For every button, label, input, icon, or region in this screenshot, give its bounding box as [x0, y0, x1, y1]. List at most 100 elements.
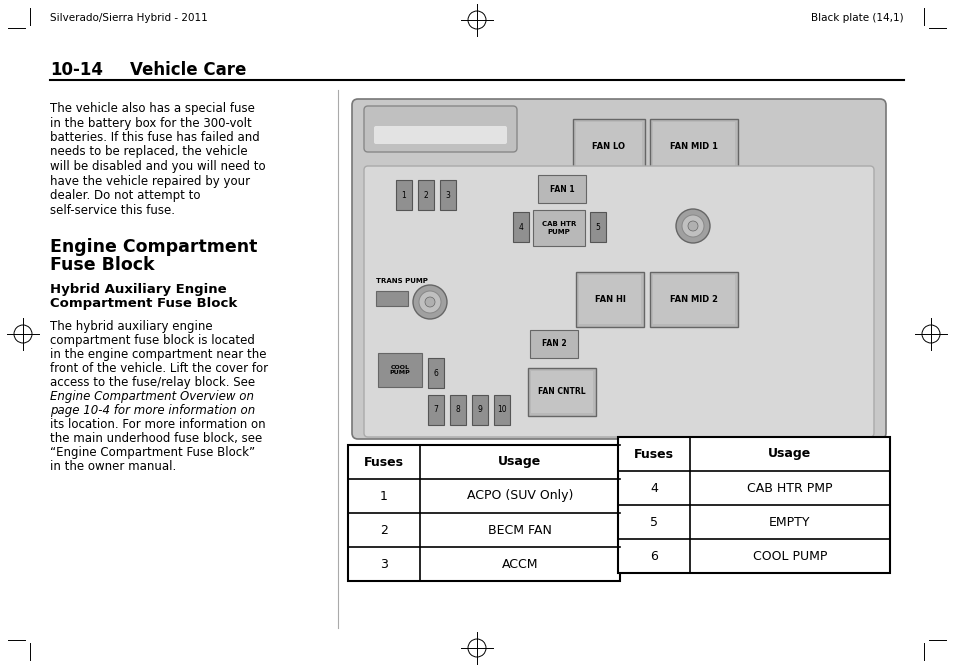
- Text: TRANS PUMP: TRANS PUMP: [375, 278, 428, 284]
- Text: page 10-4 for more information on: page 10-4 for more information on: [50, 404, 255, 417]
- Text: will be disabled and you will need to: will be disabled and you will need to: [50, 160, 265, 173]
- Text: FAN 2: FAN 2: [541, 339, 566, 349]
- Circle shape: [681, 215, 703, 237]
- Circle shape: [413, 285, 447, 319]
- Text: FAN HI: FAN HI: [594, 295, 625, 304]
- FancyBboxPatch shape: [576, 122, 641, 171]
- FancyBboxPatch shape: [527, 368, 596, 416]
- Text: Fuse Block: Fuse Block: [50, 256, 154, 274]
- Text: in the owner manual.: in the owner manual.: [50, 460, 176, 473]
- FancyBboxPatch shape: [530, 330, 578, 358]
- Text: 6: 6: [433, 369, 438, 377]
- Text: 3: 3: [445, 190, 450, 200]
- Text: needs to be replaced, the vehicle: needs to be replaced, the vehicle: [50, 146, 248, 158]
- FancyBboxPatch shape: [377, 353, 421, 387]
- Text: 2: 2: [423, 190, 428, 200]
- FancyBboxPatch shape: [450, 395, 465, 425]
- FancyBboxPatch shape: [364, 106, 517, 152]
- Text: 2: 2: [379, 524, 388, 536]
- Text: 5: 5: [649, 516, 658, 528]
- Text: 10-14: 10-14: [50, 61, 103, 79]
- Text: 3: 3: [379, 558, 388, 570]
- Text: Hybrid Auxiliary Engine: Hybrid Auxiliary Engine: [50, 283, 227, 296]
- Text: 6: 6: [649, 550, 658, 562]
- Text: compartment fuse block is located: compartment fuse block is located: [50, 334, 254, 347]
- Text: 4: 4: [518, 222, 523, 232]
- Text: COOL PUMP: COOL PUMP: [752, 550, 826, 562]
- Circle shape: [418, 291, 440, 313]
- FancyBboxPatch shape: [439, 180, 456, 210]
- Bar: [618, 437, 889, 573]
- FancyBboxPatch shape: [649, 272, 738, 327]
- FancyBboxPatch shape: [395, 180, 412, 210]
- FancyBboxPatch shape: [428, 358, 443, 388]
- Text: front of the vehicle. Lift the cover for: front of the vehicle. Lift the cover for: [50, 362, 268, 375]
- Text: 7: 7: [433, 405, 438, 415]
- FancyBboxPatch shape: [589, 212, 605, 242]
- Text: EMPTY: EMPTY: [768, 516, 810, 528]
- Text: 5: 5: [595, 222, 599, 232]
- Circle shape: [676, 209, 709, 243]
- FancyBboxPatch shape: [652, 122, 734, 171]
- Text: Compartment Fuse Block: Compartment Fuse Block: [50, 297, 237, 310]
- Text: FAN 1: FAN 1: [549, 184, 574, 194]
- Text: Usage: Usage: [497, 456, 541, 468]
- FancyBboxPatch shape: [576, 272, 643, 327]
- Text: Fuses: Fuses: [364, 456, 403, 468]
- Text: Engine Compartment: Engine Compartment: [50, 238, 257, 256]
- Text: Engine Compartment Overview on: Engine Compartment Overview on: [50, 390, 253, 403]
- Text: BECM FAN: BECM FAN: [488, 524, 552, 536]
- Text: access to the fuse/relay block. See: access to the fuse/relay block. See: [50, 376, 254, 389]
- FancyBboxPatch shape: [573, 119, 644, 174]
- Text: in the battery box for the 300-volt: in the battery box for the 300-volt: [50, 116, 252, 130]
- Text: batteries. If this fuse has failed and: batteries. If this fuse has failed and: [50, 131, 259, 144]
- Text: Vehicle Care: Vehicle Care: [130, 61, 246, 79]
- FancyBboxPatch shape: [472, 395, 488, 425]
- Text: Silverado/Sierra Hybrid - 2011: Silverado/Sierra Hybrid - 2011: [50, 13, 208, 23]
- FancyBboxPatch shape: [652, 275, 734, 324]
- FancyBboxPatch shape: [374, 126, 506, 144]
- Text: dealer. Do not attempt to: dealer. Do not attempt to: [50, 189, 200, 202]
- Text: 4: 4: [649, 482, 658, 494]
- Text: Usage: Usage: [767, 448, 811, 460]
- FancyBboxPatch shape: [531, 371, 593, 413]
- Text: its location. For more information on: its location. For more information on: [50, 418, 265, 431]
- Text: The hybrid auxiliary engine: The hybrid auxiliary engine: [50, 320, 213, 333]
- FancyBboxPatch shape: [375, 291, 408, 306]
- FancyBboxPatch shape: [494, 395, 510, 425]
- Text: FAN MID 1: FAN MID 1: [669, 142, 718, 151]
- FancyBboxPatch shape: [428, 395, 443, 425]
- Text: 10: 10: [497, 405, 506, 415]
- FancyBboxPatch shape: [364, 166, 873, 437]
- Text: COOL
PUMP: COOL PUMP: [389, 365, 410, 375]
- Text: in the engine compartment near the: in the engine compartment near the: [50, 348, 266, 361]
- Text: the main underhood fuse block, see: the main underhood fuse block, see: [50, 432, 262, 445]
- Text: FAN CNTRL: FAN CNTRL: [537, 387, 585, 397]
- Text: Black plate (14,1): Black plate (14,1): [810, 13, 903, 23]
- Text: The vehicle also has a special fuse: The vehicle also has a special fuse: [50, 102, 254, 115]
- Text: CAB HTR PMP: CAB HTR PMP: [746, 482, 832, 494]
- FancyBboxPatch shape: [513, 212, 529, 242]
- FancyBboxPatch shape: [352, 99, 885, 439]
- Circle shape: [424, 297, 435, 307]
- Text: 8: 8: [456, 405, 460, 415]
- FancyBboxPatch shape: [578, 275, 640, 324]
- FancyBboxPatch shape: [649, 119, 738, 174]
- FancyBboxPatch shape: [537, 175, 585, 203]
- Text: ACCM: ACCM: [501, 558, 537, 570]
- Text: Fuses: Fuses: [634, 448, 673, 460]
- Text: ACPO (SUV Only): ACPO (SUV Only): [466, 490, 573, 502]
- Text: FAN LO: FAN LO: [592, 142, 625, 151]
- Text: 9: 9: [477, 405, 482, 415]
- Text: 1: 1: [379, 490, 388, 502]
- Text: have the vehicle repaired by your: have the vehicle repaired by your: [50, 174, 250, 188]
- Circle shape: [687, 221, 698, 231]
- FancyBboxPatch shape: [533, 210, 584, 246]
- Text: CAB HTR
PUMP: CAB HTR PUMP: [541, 221, 576, 234]
- FancyBboxPatch shape: [417, 180, 434, 210]
- Bar: [348, 445, 619, 581]
- Text: “Engine Compartment Fuse Block”: “Engine Compartment Fuse Block”: [50, 446, 254, 459]
- Text: 1: 1: [401, 190, 406, 200]
- Text: self-service this fuse.: self-service this fuse.: [50, 204, 174, 216]
- Text: FAN MID 2: FAN MID 2: [669, 295, 718, 304]
